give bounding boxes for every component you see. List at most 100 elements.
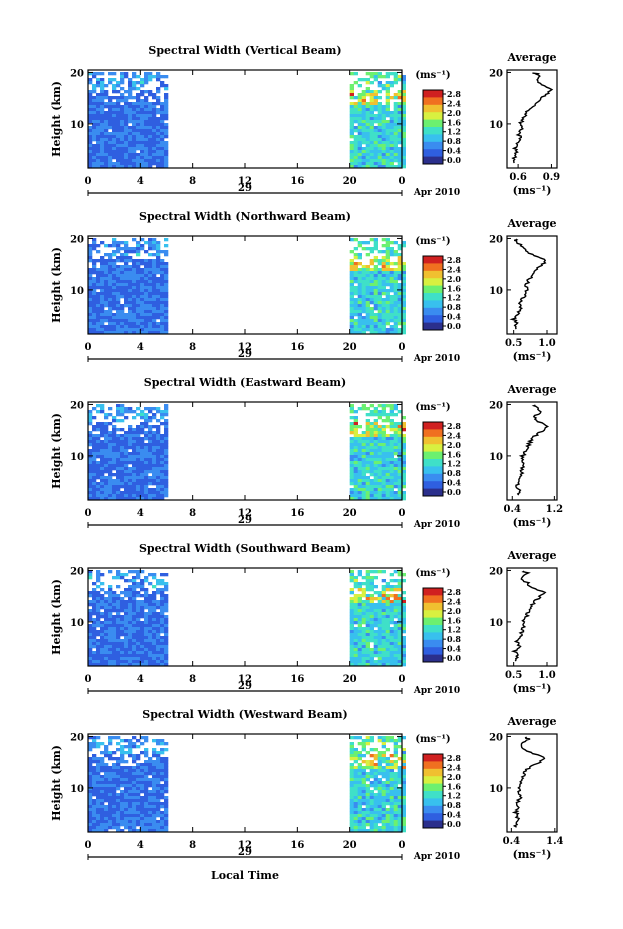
heatmap-cell <box>124 639 129 643</box>
heatmap-cell <box>132 769 137 773</box>
heatmap-cell <box>112 111 117 115</box>
heatmap-cell <box>160 748 165 752</box>
heatmap-cell <box>401 754 406 758</box>
heatmap-cell <box>385 651 390 655</box>
heatmap-cell <box>140 156 145 160</box>
heatmap-cell <box>377 410 382 414</box>
heatmap-cell <box>349 280 354 284</box>
heatmap-cell <box>128 256 133 260</box>
heatmap-cell <box>389 241 394 245</box>
heatmap-cell <box>100 108 105 112</box>
heatmap-cell <box>100 627 105 631</box>
heatmap-cell <box>397 126 402 130</box>
heatmap-cell <box>393 135 398 139</box>
heatmap-cell <box>397 811 402 815</box>
heatmap-cell <box>401 579 406 583</box>
heatmap-cell <box>349 102 354 106</box>
heatmap-cell <box>92 627 97 631</box>
heatmap-cell <box>112 262 117 266</box>
heatmap-cell <box>385 654 390 658</box>
heatmap-cell <box>393 739 398 743</box>
profile-x-tick-label: 0.5 <box>505 338 522 349</box>
heatmap-cell <box>120 766 125 770</box>
profile-y-tick-label: 10 <box>489 618 503 629</box>
heatmap-cell <box>140 114 145 118</box>
x-tick-label: 4 <box>137 674 144 685</box>
heatmap-cell <box>357 624 362 628</box>
heatmap-cell <box>373 609 378 613</box>
heatmap-cell <box>357 808 362 812</box>
heatmap-cell <box>140 81 145 85</box>
heatmap-cell <box>353 289 358 293</box>
heatmap-cell <box>124 247 129 251</box>
heatmap-cell <box>349 796 354 800</box>
heatmap-cell <box>381 600 386 604</box>
heatmap-cell <box>132 84 137 88</box>
heatmap-cell <box>160 298 165 302</box>
heatmap-cell <box>132 144 137 148</box>
heatmap-cell <box>373 138 378 142</box>
heatmap-cell <box>373 301 378 305</box>
heatmap-cell <box>100 84 105 88</box>
heatmap-cell <box>353 431 358 435</box>
heatmap-cell <box>136 111 141 115</box>
heatmap-cell <box>136 823 141 827</box>
heatmap-cell <box>88 449 93 453</box>
heatmap-cell <box>136 241 141 245</box>
heatmap-cell <box>136 135 141 139</box>
heatmap-cell <box>369 144 374 148</box>
heatmap-cell <box>104 114 109 118</box>
heatmap-cell <box>116 781 121 785</box>
heatmap-cell <box>92 461 97 465</box>
heatmap-cell <box>148 594 153 598</box>
heatmap-cell <box>116 90 121 94</box>
heatmap-cell <box>132 268 137 272</box>
heatmap-cell <box>381 588 386 592</box>
heatmap-cell <box>136 295 141 299</box>
heatmap-cell <box>369 494 374 498</box>
heatmap-cell <box>397 766 402 770</box>
heatmap-cell <box>112 84 117 88</box>
heatmap-cell <box>100 443 105 447</box>
heatmap-cell <box>108 422 113 426</box>
heatmap-cell <box>136 808 141 812</box>
heatmap-cell <box>100 597 105 601</box>
heatmap-cell <box>152 132 157 136</box>
heatmap-cell <box>128 108 133 112</box>
heatmap-cell <box>120 268 125 272</box>
heatmap-cell <box>381 244 386 248</box>
heatmap-cell <box>353 328 358 332</box>
heatmap-cell <box>160 775 165 779</box>
heatmap-cell <box>156 485 161 489</box>
heatmap-cell <box>401 286 406 290</box>
heatmap-cell <box>377 796 382 800</box>
heatmap-cell <box>164 597 169 601</box>
heatmap-cell <box>128 808 133 812</box>
heatmap-cell <box>108 123 113 127</box>
heatmap-cell <box>96 811 101 815</box>
heatmap-cell <box>353 582 358 586</box>
heatmap-cell <box>156 642 161 646</box>
heatmap-cell <box>361 639 366 643</box>
heatmap-cell <box>92 799 97 803</box>
heatmap-cell <box>108 286 113 290</box>
heatmap-cell <box>365 799 370 803</box>
heatmap-cell <box>381 766 386 770</box>
heatmap-cell <box>112 618 117 622</box>
heatmap-cell <box>401 147 406 151</box>
heatmap-cell <box>389 476 394 480</box>
heatmap-cell <box>389 826 394 830</box>
heatmap-cell <box>385 449 390 453</box>
heatmap-cell <box>132 75 137 79</box>
heatmap-cell <box>116 256 121 260</box>
heatmap-cell <box>152 319 157 323</box>
heatmap-cell <box>148 618 153 622</box>
heatmap-cell <box>349 126 354 130</box>
heatmap-cell <box>369 274 374 278</box>
heatmap-cell <box>96 404 101 408</box>
heatmap-cell <box>389 491 394 495</box>
heatmap-cell <box>365 446 370 450</box>
heatmap-cell <box>100 582 105 586</box>
heatmap-cell <box>401 132 406 136</box>
colorbar-swatch <box>423 783 443 792</box>
